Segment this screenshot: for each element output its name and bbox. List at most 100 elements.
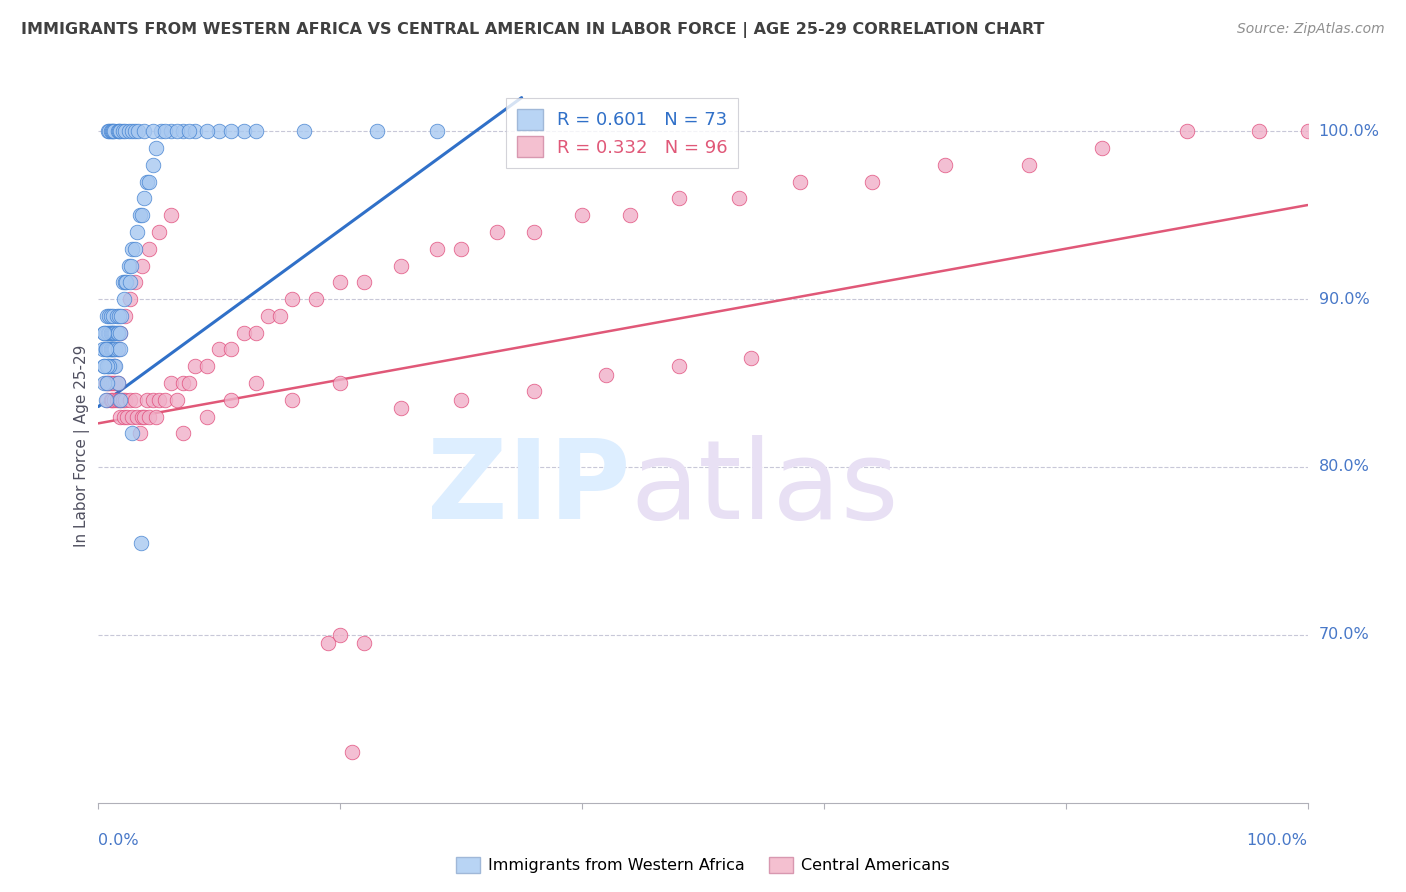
Point <box>134 409 156 424</box>
Text: Source: ZipAtlas.com: Source: ZipAtlas.com <box>1237 22 1385 37</box>
Point <box>131 409 153 424</box>
Point <box>166 124 188 138</box>
Point <box>329 376 352 390</box>
Point <box>135 392 157 407</box>
Point <box>256 309 278 323</box>
Point <box>160 124 183 138</box>
Point <box>105 309 128 323</box>
Text: 80.0%: 80.0% <box>1319 459 1369 475</box>
Point <box>232 124 254 138</box>
Point <box>353 636 375 650</box>
Point <box>789 175 811 189</box>
Point <box>124 124 146 138</box>
Point <box>245 376 267 390</box>
Point <box>1018 158 1040 172</box>
Point <box>195 124 218 138</box>
Point <box>127 124 149 138</box>
Point <box>100 343 122 357</box>
Point <box>728 191 751 205</box>
Point <box>426 124 449 138</box>
Point <box>98 309 121 323</box>
Point <box>97 343 120 357</box>
Text: ZIP: ZIP <box>427 435 630 542</box>
Point <box>142 124 165 138</box>
Point <box>450 392 472 407</box>
Point <box>103 359 125 374</box>
Point <box>93 326 115 340</box>
Point <box>94 343 117 357</box>
Point <box>112 409 135 424</box>
Point <box>131 208 153 222</box>
Point <box>100 326 122 340</box>
Point <box>208 124 231 138</box>
Point <box>138 409 160 424</box>
Point <box>523 225 546 239</box>
Point <box>96 309 118 323</box>
Point <box>100 124 122 138</box>
Point <box>148 225 170 239</box>
Point <box>93 376 115 390</box>
Point <box>177 124 201 138</box>
Point <box>115 275 138 289</box>
Point <box>101 376 124 390</box>
Point <box>281 292 304 306</box>
Point <box>96 343 118 357</box>
Text: 90.0%: 90.0% <box>1319 292 1369 307</box>
Point <box>108 343 131 357</box>
Point <box>110 392 132 407</box>
Point <box>353 275 375 289</box>
Point <box>97 326 120 340</box>
Point <box>118 259 141 273</box>
Point <box>103 343 125 357</box>
Point <box>221 124 243 138</box>
Point <box>93 359 115 374</box>
Point <box>389 259 412 273</box>
Point <box>221 343 243 357</box>
Point <box>114 275 136 289</box>
Point <box>103 359 125 374</box>
Point <box>104 376 127 390</box>
Point <box>281 392 304 407</box>
Text: 70.0%: 70.0% <box>1319 627 1369 642</box>
Point <box>292 124 315 138</box>
Point <box>138 175 160 189</box>
Point <box>98 124 121 138</box>
Point <box>177 376 201 390</box>
Point <box>100 392 122 407</box>
Point <box>668 359 690 374</box>
Point <box>108 124 131 138</box>
Point <box>94 326 117 340</box>
Point <box>148 392 170 407</box>
Legend: R = 0.601   N = 73, R = 0.332   N = 96: R = 0.601 N = 73, R = 0.332 N = 96 <box>506 98 738 168</box>
Point <box>120 259 142 273</box>
Point <box>104 359 127 374</box>
Point <box>100 359 122 374</box>
Point <box>124 242 146 256</box>
Point <box>121 426 143 441</box>
Point <box>101 343 124 357</box>
Point <box>107 376 129 390</box>
Point <box>329 275 352 289</box>
Point <box>316 636 339 650</box>
Point <box>329 628 352 642</box>
Point <box>668 191 690 205</box>
Point <box>740 351 762 365</box>
Point <box>127 409 149 424</box>
Point <box>118 275 141 289</box>
Text: 100.0%: 100.0% <box>1247 833 1308 848</box>
Point <box>97 124 120 138</box>
Text: 100.0%: 100.0% <box>1319 124 1379 138</box>
Point <box>108 124 131 138</box>
Point <box>108 326 131 340</box>
Point <box>107 124 129 138</box>
Point <box>93 326 115 340</box>
Point <box>94 343 117 357</box>
Point <box>114 124 136 138</box>
Point <box>172 124 194 138</box>
Point <box>112 292 135 306</box>
Point <box>108 309 131 323</box>
Point <box>232 326 254 340</box>
Point <box>619 208 641 222</box>
Point <box>100 343 122 357</box>
Point <box>124 392 146 407</box>
